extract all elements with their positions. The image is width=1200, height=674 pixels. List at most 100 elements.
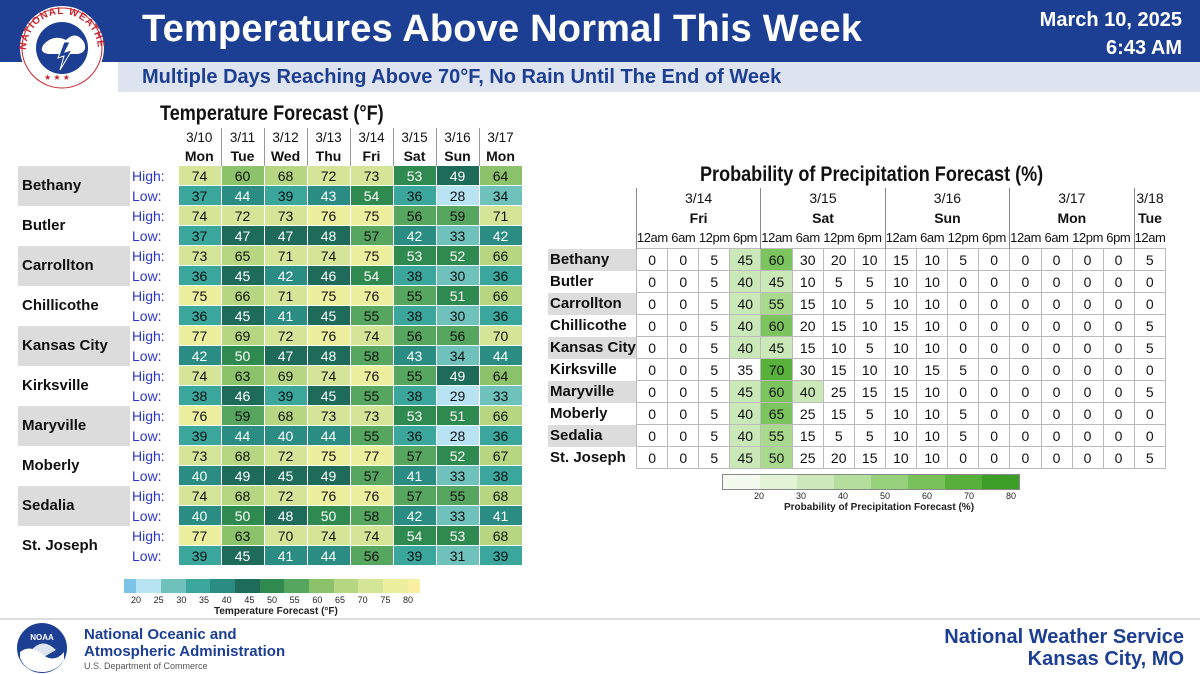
temp-high-cell: 75 [306, 445, 350, 466]
pop-value-cell: 0 [635, 336, 669, 359]
temp-colorbar-tick: 35 [199, 595, 210, 605]
pop-value-cell: 10 [884, 358, 918, 381]
pop-value-cell: 20 [822, 446, 855, 469]
temp-high-cell: 71 [263, 285, 307, 306]
temp-colorbar-swatch [284, 579, 309, 593]
temp-colorbar-tick: 30 [176, 595, 187, 605]
temp-high-cell: 56 [435, 325, 479, 346]
footer-divider [0, 618, 1200, 620]
temp-date-header: 3/15 [392, 128, 436, 147]
temp-low-cell: 33 [435, 465, 479, 486]
pop-time-header: 12pm [1072, 230, 1104, 245]
pop-value-cell: 0 [1009, 424, 1042, 447]
temp-colorbar-tick: 25 [153, 595, 164, 605]
temp-city-label: Carrollton [18, 245, 130, 286]
pop-day-header: Mon [1009, 208, 1135, 228]
temp-low-cell: 49 [220, 465, 264, 486]
pop-value-cell: 5 [1133, 248, 1166, 271]
temp-city-label: Butler [22, 217, 66, 234]
pop-value-cell: 0 [1071, 314, 1104, 337]
pop-colorbar-tick: 20 [754, 491, 765, 501]
pop-time-header: 12am [1133, 228, 1166, 249]
pop-value-cell: 5 [853, 270, 886, 293]
pop-value-cell: 0 [947, 270, 980, 293]
temp-low-cell: 42 [392, 225, 436, 246]
pop-value-cell: 0 [1102, 380, 1135, 403]
temp-low-cell: 57 [349, 225, 393, 246]
pop-value-cell: 15 [822, 358, 855, 381]
pop-value-cell: 0 [667, 402, 700, 425]
pop-value-cell: 5 [822, 424, 855, 447]
pop-value-cell: 0 [1040, 446, 1073, 469]
temp-high-cell: 73 [177, 445, 221, 466]
temperature-colorbar-label: Temperature Forecast (°F) [214, 606, 338, 617]
temp-day-header: Mon [184, 148, 214, 164]
pop-value-cell: 10 [884, 424, 918, 447]
pop-value-cell: 10 [916, 270, 949, 293]
temp-high-cell: 64 [478, 166, 522, 186]
pop-value-cell: 0 [667, 336, 700, 359]
pop-value-cell: 0 [1071, 248, 1104, 271]
pop-day-header: Sun [884, 208, 1010, 228]
pop-value-cell: 0 [1133, 270, 1166, 293]
pop-city-label: Carrollton [548, 292, 637, 315]
pop-colorbar-tick: 80 [1006, 491, 1017, 501]
temp-high-cell: 70 [263, 525, 307, 546]
pop-date-header: 3/17 [1009, 188, 1135, 208]
temp-high-cell: 72 [263, 325, 307, 346]
pop-value-cell: 40 [729, 336, 762, 359]
temp-high-cell: 69 [263, 365, 307, 386]
pop-city-label: Maryville [548, 380, 637, 403]
pop-time-header: 6am [920, 230, 945, 245]
temp-low-cell: 50 [220, 345, 264, 366]
temp-low-cell: 45 [306, 305, 350, 326]
pop-value-cell: 5 [853, 424, 886, 447]
pop-value-cell: 0 [635, 248, 669, 271]
pop-value-cell: 0 [978, 270, 1011, 293]
pop-value-cell: 5 [1133, 336, 1166, 359]
temp-high-cell: 49 [435, 166, 479, 186]
temp-low-cell: 58 [349, 505, 393, 526]
pop-value-cell: 10 [884, 270, 918, 293]
temp-low-cell: 40 [177, 505, 221, 526]
pop-value-cell: 0 [1102, 402, 1135, 425]
temp-high-cell: 55 [392, 365, 436, 386]
temp-low-cell: 36 [392, 185, 436, 206]
temp-colorbar-swatch [382, 579, 408, 593]
temp-high-cell: 59 [435, 205, 479, 226]
pop-colorbar-swatch [834, 475, 871, 489]
temp-low-cell: 31 [435, 545, 479, 566]
temp-high-cell: 55 [392, 285, 436, 306]
temp-low-cell: 36 [478, 425, 522, 446]
pop-colorbar-swatch [723, 475, 760, 489]
pop-value-cell: 0 [1009, 270, 1042, 293]
precip-colorbar-label: Probability of Precipitation Forecast (%… [784, 502, 975, 513]
pop-value-cell: 0 [1071, 336, 1104, 359]
temp-high-cell: 76 [349, 485, 393, 506]
temp-low-cell: 39 [263, 385, 307, 406]
pop-value-cell: 30 [791, 248, 824, 271]
pop-value-cell: 0 [1009, 402, 1042, 425]
pop-time-header: 12am [760, 228, 793, 249]
temp-high-cell: 60 [220, 166, 264, 186]
temp-high-cell: 56 [392, 205, 436, 226]
temp-low-cell: 39 [392, 545, 436, 566]
pop-value-cell: 0 [667, 248, 700, 271]
noaa-name-line1: National Oceanic and [84, 626, 237, 643]
pop-time-header: 12pm [947, 230, 979, 245]
pop-time-header: 6am [1044, 230, 1069, 245]
temp-city-label: Kansas City [18, 325, 130, 366]
temp-high-cell: 57 [392, 445, 436, 466]
temp-low-cell: 42 [392, 505, 436, 526]
temp-day-header: Sun [435, 147, 479, 166]
pop-time-header: 6pm [1106, 230, 1131, 245]
temp-low-cell: 40 [177, 465, 221, 486]
pop-value-cell: 5 [698, 248, 731, 271]
temp-high-cell: 73 [263, 205, 307, 226]
pop-value-cell: 0 [635, 314, 669, 337]
temp-low-cell: 41 [392, 465, 436, 486]
temp-low-cell: 47 [220, 225, 264, 246]
temp-high-cell: 53 [392, 245, 436, 266]
pop-colorbar-tick: 70 [964, 491, 975, 501]
temp-high-cell: 66 [478, 245, 522, 266]
